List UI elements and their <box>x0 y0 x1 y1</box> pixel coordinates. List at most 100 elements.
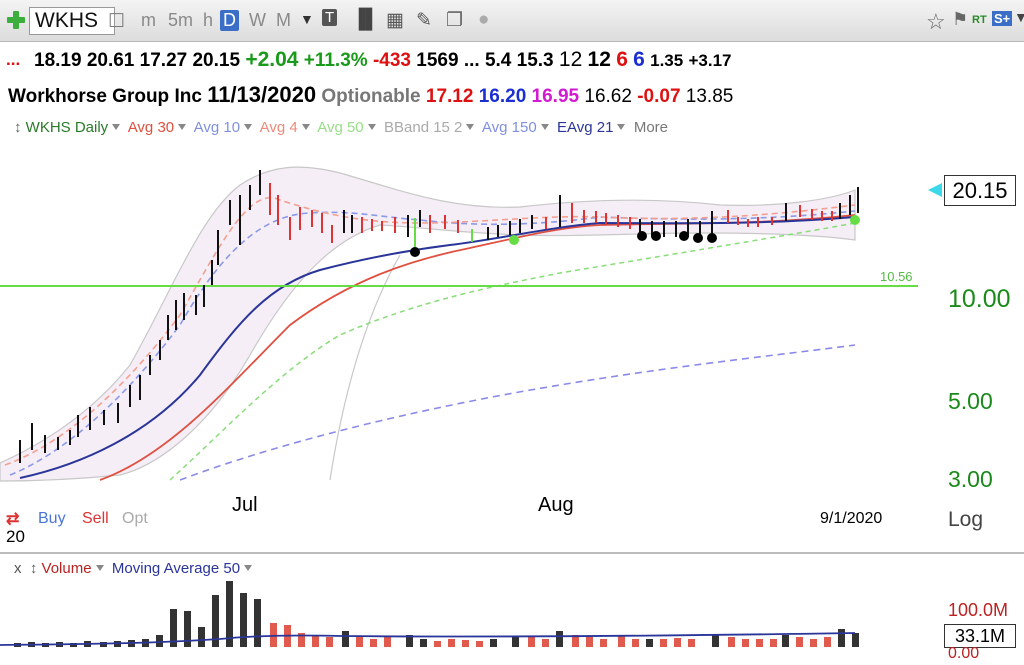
value-1: -433 <box>372 50 411 71</box>
tab-daily[interactable]: D <box>220 10 239 31</box>
legend-eavg21[interactable]: EAvg 21 <box>557 119 614 136</box>
ellipsis: ... <box>463 50 480 71</box>
share-icon[interactable]: ● <box>478 9 490 30</box>
move-handle-icon[interactable]: ↕ <box>29 560 38 577</box>
x-label-jul: Jul <box>232 494 258 516</box>
value-3: 5.4 <box>484 50 512 71</box>
x-label-aug: Aug <box>538 494 574 516</box>
change-pct: +11.3% <box>303 50 368 71</box>
quote-row1: 18.19 20.61 17.27 20.15 +2.04 +11.3% -43… <box>34 48 732 72</box>
ema21-line <box>19 216 856 479</box>
value-8: 6 <box>633 48 645 71</box>
chevron-down-icon[interactable] <box>244 124 253 130</box>
chart-book-icon[interactable]: ☐ <box>108 11 126 32</box>
legend-chart[interactable]: WKHS Daily <box>25 119 109 136</box>
price-6: 13.85 <box>685 86 734 107</box>
optionable-label: Optionable <box>321 86 421 107</box>
chevron-down-icon[interactable] <box>244 565 253 571</box>
buy-button[interactable]: Buy <box>38 510 66 527</box>
company-name: Workhorse Group Inc <box>8 86 202 107</box>
value-10: +3.17 <box>688 51 732 70</box>
last-price-tag: 20.15 <box>944 175 1016 206</box>
volume-chart[interactable] <box>0 575 925 655</box>
status-dots: ... <box>6 50 21 69</box>
value-5: 12 <box>558 48 583 71</box>
axis-label-3: 3.00 <box>948 466 993 492</box>
x-date-label: 9/1/2020 <box>820 510 883 527</box>
legend-avg10[interactable]: Avg 10 <box>193 119 241 136</box>
dropdown-caret-icon[interactable]: ▼ <box>300 11 314 27</box>
quote-row2: Workhorse Group Inc 11/13/2020 Optionabl… <box>8 82 733 108</box>
draw-pencil-icon[interactable]: ✎ <box>416 10 432 31</box>
change-value: +2.04 <box>245 48 299 71</box>
trade-icon[interactable]: ⇄ <box>6 511 20 528</box>
move-handle-icon[interactable]: ↕ <box>14 119 22 136</box>
left-number: 20 <box>6 527 25 546</box>
chevron-down-icon[interactable] <box>466 124 475 130</box>
chevron-down-icon[interactable] <box>301 124 310 130</box>
volume-bars-down <box>270 623 831 647</box>
price-chart[interactable]: 10.56 <box>0 145 925 485</box>
rt-icon[interactable]: RT <box>972 14 987 26</box>
flag-icon[interactable]: ⚑ <box>952 9 969 29</box>
value-9: 1.35 <box>650 51 684 70</box>
open-value: 18.19 <box>34 50 82 71</box>
toolbar: WKHS ☐ m 5m h D W M ▼ T ▐▌ ▦ ✎ ❐ ● ☆ ⚑ R… <box>0 0 1024 42</box>
chevron-down-icon[interactable] <box>367 124 376 130</box>
price-2: 16.20 <box>478 86 527 107</box>
chevron-down-icon[interactable] <box>540 124 549 130</box>
tab-monthly[interactable]: M <box>276 10 291 30</box>
axis-label-10: 10.00 <box>948 285 1011 313</box>
chevron-down-icon[interactable] <box>178 124 187 130</box>
pane-divider[interactable] <box>0 552 1024 554</box>
tab-minute[interactable]: m <box>141 10 156 30</box>
value-7: 6 <box>616 48 628 71</box>
star-icon[interactable]: ☆ <box>926 9 946 34</box>
chevron-down-icon[interactable] <box>95 565 104 571</box>
symbol-input[interactable]: WKHS <box>29 7 115 35</box>
volume-bars <box>14 581 859 647</box>
sell-button[interactable]: Sell <box>82 510 109 527</box>
text-tool-icon[interactable]: T <box>322 9 338 26</box>
legend-bband[interactable]: BBand 15 2 <box>384 119 463 136</box>
value-6: 12 <box>587 48 611 71</box>
signal-markers <box>410 215 860 257</box>
opt-button[interactable]: Opt <box>122 510 148 527</box>
legend-avg150[interactable]: Avg 150 <box>481 119 537 136</box>
legend-avg30[interactable]: Avg 30 <box>127 119 175 136</box>
calculator-icon[interactable]: ▦ <box>386 10 404 31</box>
add-symbol-icon[interactable] <box>6 10 26 30</box>
ohlc-bars <box>19 170 859 463</box>
legend-avg4[interactable]: Avg 4 <box>259 119 298 136</box>
high-value: 20.61 <box>86 50 135 71</box>
price-4: 16.62 <box>584 86 632 107</box>
tab-5minute[interactable]: 5m <box>168 10 194 30</box>
volume-ma-line <box>0 632 856 646</box>
value-2: 1569 <box>416 50 459 71</box>
volume-axis-zero: 0.00 <box>948 645 980 662</box>
price-1: 17.12 <box>425 86 474 107</box>
bollinger-band <box>0 166 856 482</box>
more-caret-icon[interactable]: ▼ <box>1014 9 1024 25</box>
bollinger-lower-curve <box>329 254 401 481</box>
close-value: 20.15 <box>192 50 241 71</box>
tab-hour[interactable]: h <box>203 10 214 30</box>
bar-style-icon[interactable]: ▐▌ <box>352 9 379 30</box>
volume-title[interactable]: Volume <box>41 560 92 577</box>
chevron-down-icon[interactable] <box>617 124 626 130</box>
window-icon[interactable]: ❐ <box>446 10 464 31</box>
volume-legend: x ↕ Volume Moving Average 50 <box>14 560 253 577</box>
s-plus-icon[interactable]: S+ <box>992 11 1013 26</box>
price-5: -0.07 <box>637 86 681 107</box>
close-icon[interactable]: x <box>14 560 22 577</box>
chevron-down-icon[interactable] <box>112 124 121 130</box>
legend: ↕ WKHS Daily Avg 30 Avg 10 Avg 4 Avg 50 … <box>14 119 668 136</box>
low-value: 17.27 <box>139 50 188 71</box>
tab-weekly[interactable]: W <box>249 10 266 30</box>
legend-more[interactable]: More <box>633 119 669 136</box>
log-scale-button[interactable]: Log <box>948 508 984 531</box>
volume-ma-label[interactable]: Moving Average 50 <box>111 560 241 577</box>
avg150-line <box>179 344 856 481</box>
legend-avg50[interactable]: Avg 50 <box>317 119 364 136</box>
avg50-line <box>169 222 856 481</box>
